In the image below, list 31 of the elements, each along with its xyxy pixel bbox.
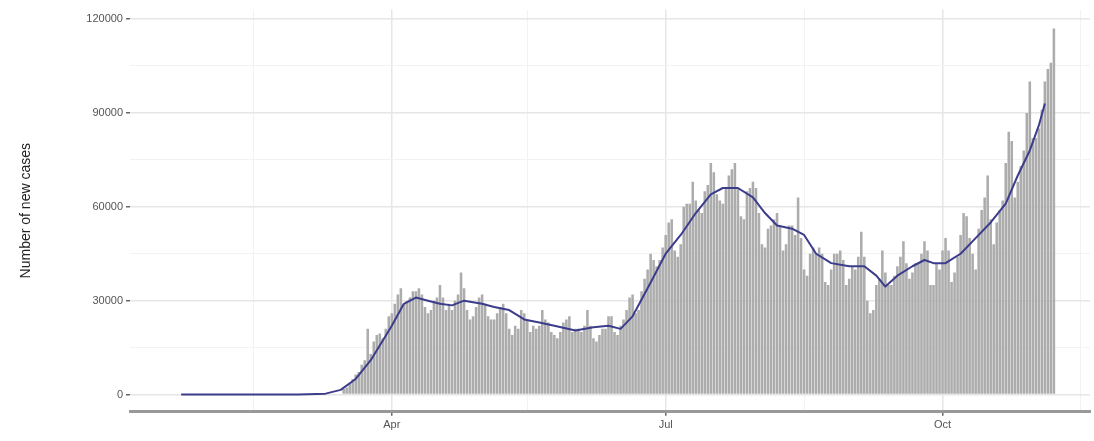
bar (534, 328, 538, 394)
bar (342, 388, 345, 394)
y-tick-label: 60000 (92, 199, 123, 212)
bar (348, 383, 351, 394)
bar (850, 266, 854, 394)
y-tick-label: 30000 (92, 293, 123, 306)
bar (1007, 131, 1011, 394)
bar (667, 222, 670, 394)
y-tick-label: 0 (116, 387, 123, 400)
bar (670, 219, 673, 394)
bar (345, 387, 348, 394)
bar (547, 322, 550, 394)
bar (519, 310, 523, 394)
y-tick-label: 90000 (92, 105, 123, 118)
bar (531, 325, 535, 394)
bar (881, 250, 884, 394)
bar (553, 335, 556, 394)
bar (682, 206, 686, 394)
bar (522, 313, 526, 394)
bar (691, 181, 695, 394)
y-tick-label: 120000 (86, 12, 123, 25)
bar (631, 294, 634, 394)
x-tick-label: Apr (383, 418, 401, 431)
bar (541, 310, 544, 394)
y-axis-title: Number of new cases (17, 143, 34, 279)
x-tick-label: Jul (658, 418, 673, 431)
bar (986, 175, 989, 394)
bar (685, 203, 689, 394)
bar (366, 328, 370, 394)
bar (860, 231, 863, 394)
x-tick-label: Oct (933, 418, 952, 431)
